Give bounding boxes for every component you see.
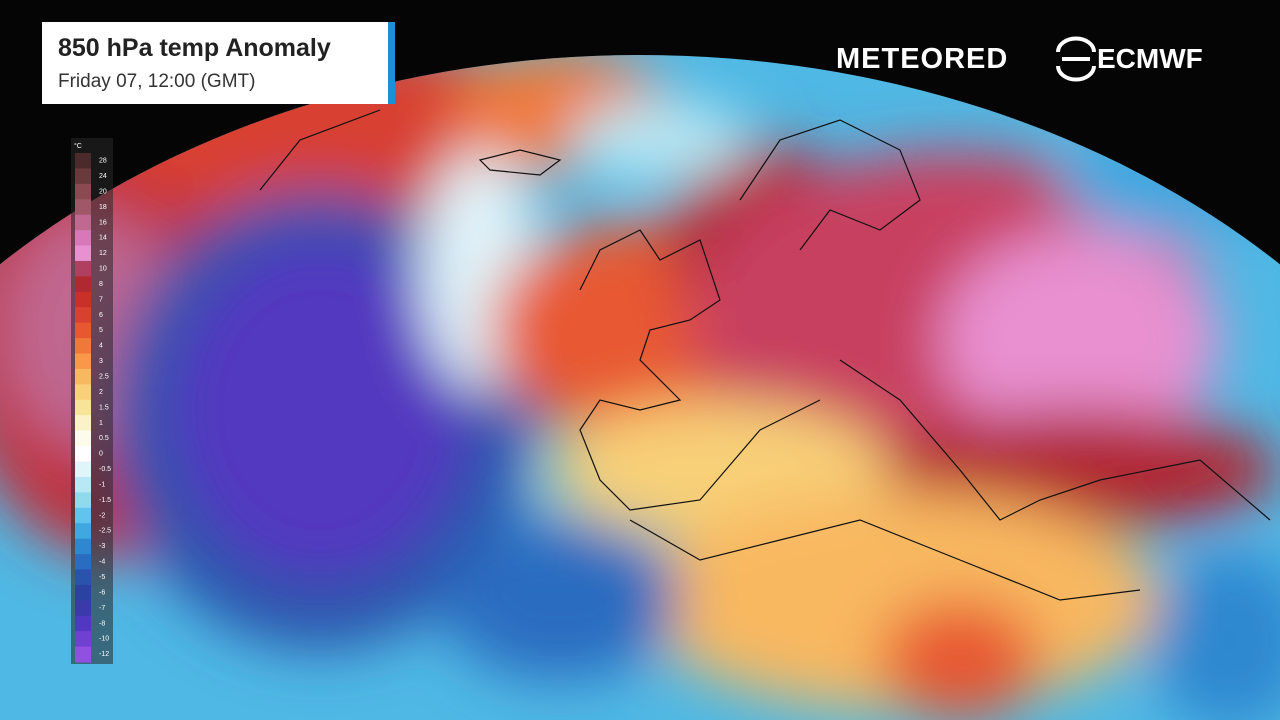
meteored-logo: METEORED <box>836 43 1008 75</box>
legend-label: -2 <box>99 512 105 519</box>
legend-swatch <box>75 338 91 355</box>
legend-swatch <box>75 214 91 231</box>
legend-swatch <box>75 538 91 555</box>
legend-label: -12 <box>99 651 109 658</box>
legend-swatch <box>75 584 91 601</box>
legend-label: 20 <box>99 188 107 195</box>
legend-label: 12 <box>99 250 107 257</box>
legend-label: 7 <box>99 296 103 303</box>
legend-swatch <box>75 476 91 493</box>
legend-label: 6 <box>99 312 103 319</box>
legend-label: -4 <box>99 559 105 566</box>
title: 850 hPa temp Anomaly <box>58 34 331 62</box>
legend-label: 4 <box>99 343 103 350</box>
legend-swatch <box>75 260 91 277</box>
legend-swatch <box>75 245 91 262</box>
legend-swatch <box>75 615 91 632</box>
legend-label: -6 <box>99 589 105 596</box>
legend-swatch <box>75 523 91 540</box>
legend-swatch <box>75 291 91 308</box>
legend-unit: °C <box>74 142 82 150</box>
legend-label: 0 <box>99 451 103 458</box>
legend-label: 28 <box>99 158 107 165</box>
legend-label: 1 <box>99 420 103 427</box>
legend-label: -1.5 <box>99 497 111 504</box>
legend-swatch <box>75 507 91 524</box>
legend: °C 28 24 20 18 16 14 12 10 8 7 6 5 4 3 2.5 2 1.5 1 0.5 0 -0.5… <box>71 138 113 664</box>
legend-swatch <box>75 461 91 478</box>
title-box: 850 hPa temp Anomaly Friday 07, 12:00 (G… <box>42 22 395 104</box>
legend-swatch <box>75 307 91 324</box>
ecmwf-logo: ECMWF <box>1097 43 1203 74</box>
legend-swatch <box>75 183 91 200</box>
legend-swatch <box>75 230 91 247</box>
legend-swatch <box>75 415 91 432</box>
legend-label: -2.5 <box>99 528 111 535</box>
legend-swatch <box>75 446 91 462</box>
legend-label: -3 <box>99 543 105 550</box>
legend-label: 24 <box>99 173 107 180</box>
legend-swatch <box>75 569 91 586</box>
legend-swatch <box>75 276 91 293</box>
legend-label: 16 <box>99 219 107 226</box>
legend-label: 2 <box>99 389 103 396</box>
legend-label: 1.5 <box>99 404 109 411</box>
legend-label: -5 <box>99 574 105 581</box>
legend-label: -0.5 <box>99 466 111 473</box>
legend-swatch <box>75 399 91 416</box>
legend-swatch <box>75 199 91 216</box>
legend-label: -7 <box>99 605 105 612</box>
legend-label: 0.5 <box>99 435 109 442</box>
legend-swatch <box>75 168 91 185</box>
coastlines <box>259 109 1271 601</box>
legend-label: 3 <box>99 358 103 365</box>
legend-swatch <box>75 322 91 339</box>
legend-label: 10 <box>99 266 107 273</box>
legend-label: 14 <box>99 235 107 242</box>
legend-label: 5 <box>99 327 103 334</box>
legend-swatch <box>75 492 91 509</box>
legend-label: -1 <box>99 481 105 488</box>
legend-swatch <box>75 153 91 169</box>
legend-swatch <box>75 353 91 370</box>
legend-swatch <box>75 600 91 617</box>
subtitle: Friday 07, 12:00 (GMT) <box>58 71 256 92</box>
legend-label: -8 <box>99 620 105 627</box>
legend-label: 8 <box>99 281 103 288</box>
legend-swatch <box>75 430 91 447</box>
legend-swatch <box>75 554 91 570</box>
legend-label: 2.5 <box>99 373 109 380</box>
legend-label: -10 <box>99 636 109 643</box>
legend-swatch <box>75 368 91 385</box>
legend-swatch <box>75 646 91 663</box>
legend-swatch <box>75 631 91 648</box>
ecmwf-icon <box>1056 36 1096 82</box>
legend-label: 18 <box>99 204 107 211</box>
legend-swatch <box>75 384 91 401</box>
